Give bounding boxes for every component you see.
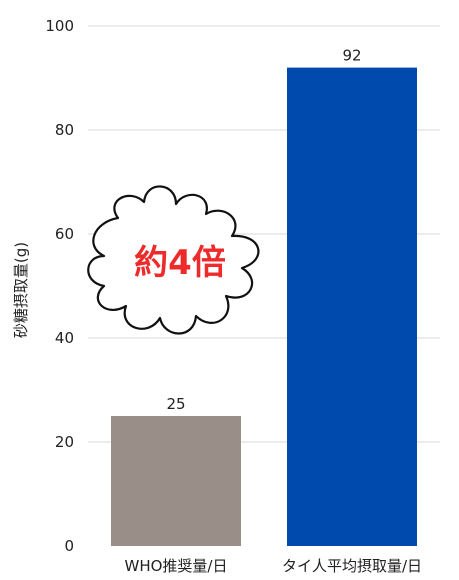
x-category-label: タイ人平均摂取量/日 [282, 557, 422, 575]
x-category-label: WHO推奨量/日 [125, 557, 228, 575]
bars [111, 67, 417, 546]
y-tick-label: 100 [45, 17, 74, 35]
data-labels: 25 92 [166, 47, 361, 413]
data-label: 25 [166, 395, 185, 413]
bar-2 [287, 67, 417, 546]
y-tick-label: 0 [64, 537, 74, 555]
y-tick-label: 80 [55, 121, 74, 139]
y-tick-label: 60 [55, 225, 74, 243]
y-tick-label: 20 [55, 433, 74, 451]
callout-burst-shape [87, 185, 260, 335]
y-axis-ticks: 0 20 40 60 80 100 [45, 17, 74, 555]
y-axis-label: 砂糖摂取量(g) [12, 242, 30, 338]
annotation-text: 約4倍 [134, 243, 226, 283]
callout: 約4倍 [87, 185, 260, 335]
y-tick-label: 40 [55, 329, 74, 347]
bar-1 [111, 416, 241, 546]
data-label: 92 [342, 47, 361, 65]
x-axis-categories: WHO推奨量/日 タイ人平均摂取量/日 [125, 557, 423, 575]
